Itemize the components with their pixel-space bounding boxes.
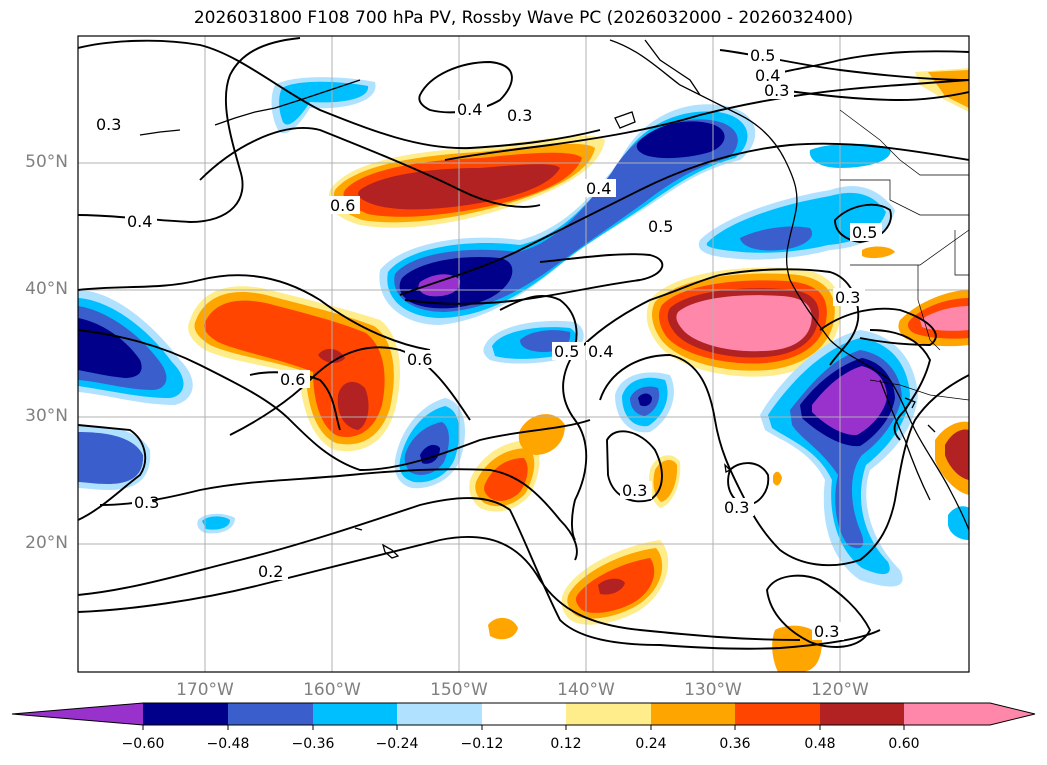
- contour-label-group: 0.4 0.3 0.5 0.4 0.3 0.3 0.4 0.6 0.4 0.5 …: [93, 46, 882, 641]
- pv-positive-blob: [337, 381, 369, 430]
- colorbar-tick-label: −0.12: [460, 736, 504, 752]
- colorbar-segment: [651, 703, 735, 725]
- map-title: 2026031800 F108 700 hPa PV, Rossby Wave …: [193, 8, 854, 28]
- colorbar-high-extend: [904, 703, 1035, 725]
- pv-positive-blob: [484, 458, 528, 501]
- contour-label: 0.5: [750, 46, 775, 65]
- pv-positive-blob: [518, 414, 565, 455]
- colorbar-tick-label: 0.36: [719, 736, 751, 752]
- contour-label: 0.3: [814, 622, 839, 641]
- pv-negative-blob: [78, 432, 144, 484]
- colorbar: [11, 702, 1036, 730]
- pv-positive-blob: [773, 471, 782, 486]
- colorbar-tick-label: 0.48: [804, 736, 836, 752]
- contour-label: 0.4: [755, 66, 780, 85]
- contour-label: 0.4: [127, 212, 152, 231]
- pv-positive-blob: [772, 625, 822, 672]
- lon-label-160w: 160°W: [303, 680, 361, 700]
- contour-label: 0.4: [457, 100, 482, 119]
- lon-label-150w: 150°W: [430, 680, 488, 700]
- colorbar-segment: [313, 703, 397, 725]
- contour-label: 0.6: [330, 196, 355, 215]
- colorbar-tick-label: −0.36: [291, 736, 335, 752]
- colorbar-segment: [143, 703, 228, 725]
- contour-label: 0.5: [554, 342, 579, 361]
- lat-label-20n: 20°N: [25, 533, 68, 553]
- colorbar-tick-label: −0.24: [375, 736, 419, 752]
- pv-positive-blob: [676, 295, 812, 352]
- colorbar-tick-label: −0.60: [121, 736, 165, 752]
- contour-label: 0.3: [724, 498, 749, 517]
- lon-label-170w: 170°W: [176, 680, 234, 700]
- colorbar-tick-label: −0.48: [206, 736, 250, 752]
- pv-negative-blob: [418, 274, 461, 297]
- contour-label: 0.4: [586, 179, 611, 198]
- colorbar-segment: [820, 703, 904, 725]
- contour-label: 0.6: [280, 370, 305, 389]
- colorbar-segment: [482, 703, 566, 725]
- pv-negative-blob: [638, 393, 652, 407]
- plot-frame: [77, 35, 970, 673]
- lon-label-140w: 140°W: [557, 680, 615, 700]
- pv-negative-blob: [809, 143, 891, 168]
- coastlines: [139, 39, 969, 559]
- contour-label: 0.5: [852, 223, 877, 242]
- contour-label: 0.2: [258, 562, 283, 581]
- pv-negative-blob: [740, 226, 813, 251]
- lon-label-120w: 120°W: [811, 680, 869, 700]
- contour-label: 0.3: [507, 106, 532, 125]
- contour-label: 0.3: [134, 493, 159, 512]
- contour-label: 0.3: [96, 115, 121, 134]
- pv-positive-blob: [488, 617, 518, 640]
- graticule: [78, 36, 969, 672]
- lat-label-50n: 50°N: [25, 152, 68, 172]
- pv-positive-blob: [920, 306, 969, 331]
- colorbar-segment: [397, 703, 482, 725]
- pv-positive-blob: [945, 429, 969, 480]
- lat-label-30n: 30°N: [25, 406, 68, 426]
- pv-negative-blob: [948, 506, 969, 540]
- pv-negative-blob: [202, 516, 230, 530]
- lat-label-40n: 40°N: [25, 279, 68, 299]
- contour-label: 0.6: [407, 350, 432, 369]
- colorbar-tick-label: 0.24: [635, 736, 667, 752]
- colorbar-tick-label: 0.12: [550, 736, 582, 752]
- contour-label: 0.3: [764, 81, 789, 100]
- contour-label: 0.5: [648, 217, 673, 236]
- pv-negative-blob: [279, 81, 369, 125]
- lon-label-130w: 130°W: [684, 680, 742, 700]
- pv-positive-blob: [653, 459, 678, 502]
- pv-negative-blob: [812, 366, 887, 436]
- pv-positive-blob: [598, 578, 625, 595]
- pv-negative-blob: [636, 121, 725, 159]
- colorbar-low-extend: [12, 703, 143, 725]
- contour-label: 0.3: [622, 481, 647, 500]
- contour-label: 0.4: [588, 342, 613, 361]
- pv-positive-blob: [862, 246, 895, 259]
- colorbar-segment: [566, 703, 651, 725]
- colorbar-segment: [735, 703, 820, 725]
- colorbar-segment: [228, 703, 313, 725]
- contour-label: 0.3: [835, 288, 860, 307]
- colorbar-tick-label: 0.60: [888, 736, 920, 752]
